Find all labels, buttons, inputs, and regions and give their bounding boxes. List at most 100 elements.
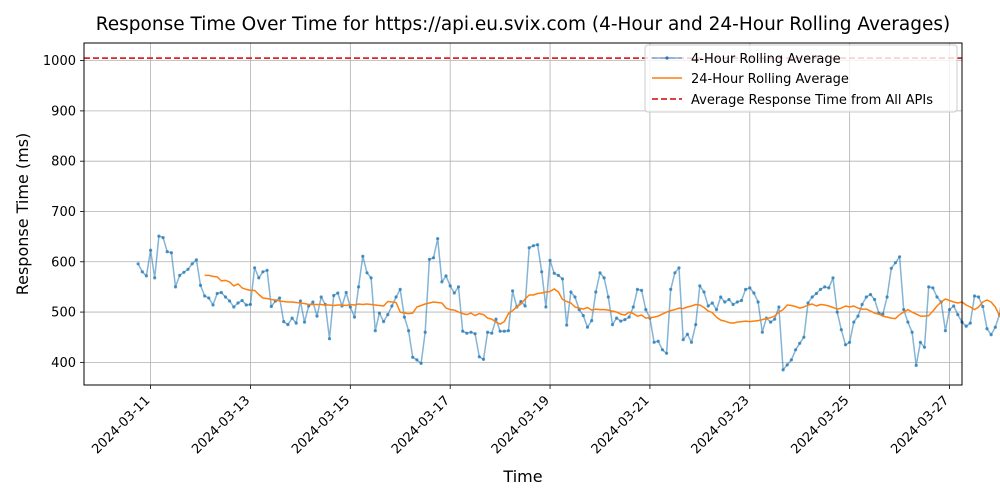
data-point-4h [556, 273, 561, 277]
data-point-4h [785, 363, 789, 367]
data-point-4h [952, 304, 956, 308]
legend-box [644, 44, 958, 113]
data-point-4h [752, 291, 756, 295]
data-point-4h [585, 325, 590, 329]
data-point-4h [282, 320, 286, 324]
data-point-4h [219, 290, 223, 295]
data-point-4h [398, 287, 402, 291]
data-point-4h [173, 285, 178, 289]
data-point-4h [278, 296, 282, 300]
data-point-4h [665, 351, 669, 355]
data-point-4h [315, 314, 319, 318]
y-tick-label: 900 [51, 104, 76, 119]
data-point-4h [448, 284, 452, 288]
data-point-4h [818, 287, 823, 291]
data-point-4h [977, 295, 981, 299]
legend-marker-4h [665, 56, 669, 60]
data-point-4h [893, 261, 898, 265]
data-point-4h [677, 266, 681, 270]
data-point-4h [302, 320, 307, 324]
data-point-4h [253, 266, 257, 270]
data-point-4h [294, 321, 298, 325]
data-point-4h [777, 305, 781, 309]
data-point-4h [756, 300, 760, 304]
data-point-4h [760, 330, 764, 334]
data-point-4h [523, 304, 527, 308]
data-point-4h [706, 304, 710, 308]
data-point-4h [203, 294, 207, 298]
data-point-4h [461, 329, 465, 333]
data-point-4h [232, 305, 236, 309]
data-point-4h [685, 332, 690, 336]
data-point-4h [652, 340, 656, 344]
data-point-4h [153, 276, 157, 280]
data-point-4h [186, 267, 190, 271]
data-point-4h [411, 355, 415, 359]
data-point-4h [427, 257, 431, 261]
data-point-4h [261, 270, 265, 274]
data-point-4h [802, 335, 806, 339]
data-point-4h [444, 274, 448, 278]
data-point-4h [215, 291, 219, 296]
data-point-4h [748, 286, 752, 290]
data-point-4h [839, 328, 843, 332]
data-point-4h [440, 280, 444, 284]
data-point-4h [240, 298, 244, 303]
data-point-4h [735, 300, 739, 304]
data-point-4h [573, 295, 577, 299]
data-point-4h [989, 333, 993, 337]
data-point-4h [631, 305, 635, 309]
data-point-4h [719, 295, 723, 299]
data-point-4h [656, 339, 660, 343]
data-point-4h [157, 234, 161, 238]
data-point-4h [602, 276, 606, 280]
data-point-4h [386, 313, 390, 317]
data-point-4h [490, 331, 494, 335]
plot-frame [83, 42, 963, 386]
data-point-4h [852, 320, 856, 324]
data-point-4h [789, 358, 794, 362]
data-point-4h [506, 329, 510, 333]
data-point-4h [794, 348, 798, 352]
data-point-4h [452, 291, 456, 295]
data-point-4h [477, 355, 481, 359]
data-point-4h [873, 297, 877, 302]
data-point-4h [544, 305, 548, 309]
data-point-4h [456, 285, 461, 289]
data-point-4h [144, 274, 148, 278]
data-point-4h [531, 244, 536, 248]
y-tick-label: 800 [51, 155, 76, 170]
data-point-4h [327, 337, 332, 341]
data-point-4h [619, 319, 623, 323]
data-point-4h [415, 358, 419, 362]
data-point-4h [814, 291, 819, 296]
data-point-4h [494, 317, 498, 321]
chart-title: Response Time Over Time for https://api.… [96, 14, 950, 35]
data-point-4h [644, 308, 648, 312]
data-point-4h [798, 341, 802, 345]
data-point-4h [931, 286, 935, 290]
data-point-4h [885, 295, 889, 299]
data-point-4h [843, 343, 848, 347]
data-point-4h [194, 258, 198, 262]
data-point-4h [627, 315, 631, 319]
data-point-4h [968, 321, 972, 325]
y-tick-label: 600 [51, 255, 76, 270]
data-point-4h [548, 258, 552, 262]
data-point-4h [465, 331, 469, 335]
data-point-4h [806, 301, 810, 305]
data-point-4h [560, 277, 565, 281]
data-point-4h [348, 305, 352, 309]
data-point-4h [402, 315, 406, 319]
data-point-4h [856, 314, 860, 318]
data-point-4h [382, 320, 386, 324]
data-point-4h [860, 302, 864, 307]
data-point-4h [502, 329, 506, 333]
data-point-4h [248, 302, 252, 307]
legend-label-24h: 24-Hour Rolling Average [691, 72, 849, 87]
legend-label-reference: Average Response Time from All APIs [691, 93, 933, 108]
data-point-4h [981, 304, 985, 309]
data-point-4h [714, 308, 719, 312]
data-point-4h [910, 330, 914, 334]
data-point-4h [731, 302, 735, 307]
